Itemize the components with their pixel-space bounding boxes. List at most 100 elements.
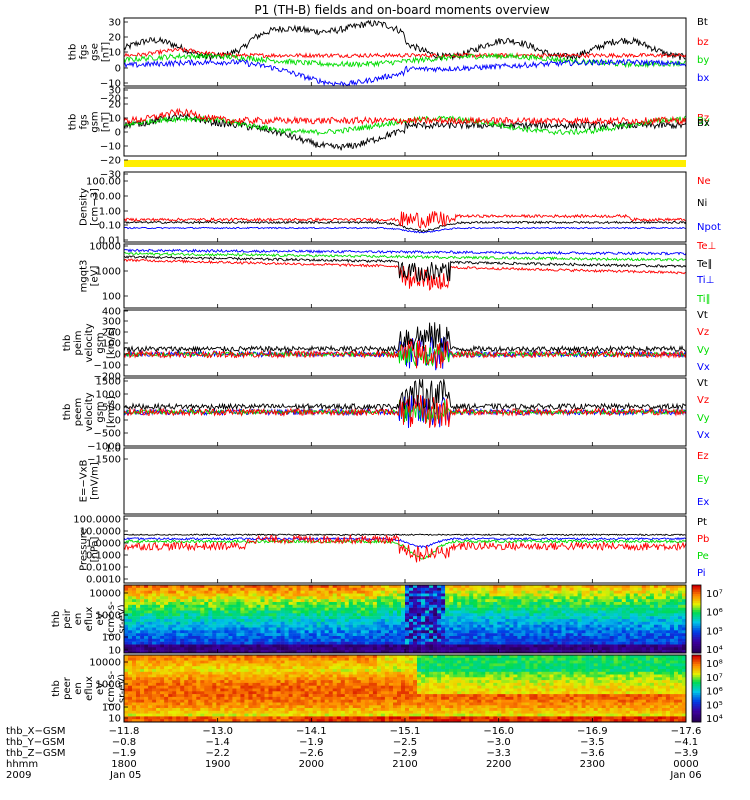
heatmap-cell	[136, 650, 141, 654]
heatmap-cell	[549, 587, 554, 591]
heatmap-cell	[156, 587, 161, 591]
heatmap-cell	[493, 602, 498, 606]
heatmap-cell	[236, 682, 241, 686]
heatmap-cell	[264, 702, 269, 706]
heatmap-cell	[469, 650, 474, 654]
heatmap-cell	[124, 713, 129, 717]
heatmap-cell	[405, 641, 410, 645]
heatmap-cell	[497, 641, 502, 645]
heatmap-cell	[328, 677, 333, 681]
heatmap-cell	[384, 650, 390, 654]
heatmap-cell	[192, 641, 197, 645]
heatmap-cell	[320, 702, 325, 706]
heatmap-cell	[597, 590, 602, 594]
heatmap-cell	[352, 599, 358, 603]
heatmap-cell	[292, 630, 297, 634]
heatmap-cell	[168, 638, 173, 642]
heatmap-cell	[553, 641, 558, 645]
panel-density: Density[cm−3]100.0010.001.000.100.01NeNi…	[79, 171, 721, 247]
heatmap-cell	[405, 599, 410, 603]
heatmap-cell	[268, 641, 273, 645]
heatmap-cell	[188, 619, 193, 623]
heatmap-cell	[180, 633, 185, 637]
legend-entry: By	[697, 116, 710, 127]
heatmap-cell	[449, 636, 454, 640]
heatmap-cell	[288, 666, 293, 670]
heatmap-cell	[565, 633, 570, 637]
heatmap-cell	[148, 616, 153, 620]
heatmap-cell	[180, 607, 185, 611]
heatmap-cell	[489, 616, 494, 620]
heatmap-cell	[208, 599, 213, 603]
heatmap-cell	[649, 604, 655, 608]
heatmap-cell	[308, 613, 313, 617]
heatmap-cell	[132, 602, 137, 606]
heatmap-cell	[216, 621, 221, 625]
heatmap-cell	[316, 644, 321, 648]
heatmap-cell	[276, 708, 281, 712]
heatmap-cell	[300, 691, 305, 695]
heatmap-cell	[208, 696, 213, 700]
heatmap-cell	[352, 630, 358, 634]
heatmap-cell	[332, 590, 337, 594]
heatmap-cell	[573, 624, 578, 628]
heatmap-cell	[577, 641, 582, 645]
heatmap-cell	[204, 621, 209, 625]
heatmap-cell	[180, 699, 185, 703]
heatmap-cell	[160, 716, 165, 720]
heatmap-cell	[268, 585, 273, 589]
heatmap-cell	[565, 638, 570, 642]
heatmap-cell	[280, 671, 285, 675]
heatmap-cell	[228, 655, 233, 659]
heatmap-cell	[376, 613, 382, 617]
heatmap-cell	[364, 596, 370, 600]
heatmap-cell	[216, 616, 221, 620]
heatmap-cell	[328, 674, 333, 678]
heatmap-cell	[537, 624, 542, 628]
heatmap-cell	[248, 680, 253, 684]
heatmap-cell	[328, 685, 333, 689]
heatmap-cell	[625, 636, 631, 640]
heatmap-cell	[180, 647, 185, 651]
heatmap-cell	[413, 641, 418, 645]
heatmap-cell	[212, 610, 217, 614]
heatmap-cell	[288, 647, 293, 651]
heatmap-cell	[569, 613, 574, 617]
heatmap-cell	[409, 590, 414, 594]
heatmap-cell	[409, 636, 414, 640]
heatmap-cell	[220, 616, 225, 620]
heatmap-cell	[465, 593, 470, 597]
heatmap-cell	[252, 613, 257, 617]
heatmap-cell	[336, 694, 342, 698]
heatmap-cell	[196, 696, 201, 700]
heatmap-cell	[545, 616, 550, 620]
heatmap-cell	[509, 607, 514, 611]
heatmap-cell	[340, 663, 346, 667]
heatmap-cell	[360, 636, 366, 640]
ylabel-line: [nT]	[101, 112, 112, 132]
heatmap-cell	[184, 638, 189, 642]
heatmap-cell	[132, 647, 137, 651]
heatmap-cell	[312, 610, 317, 614]
heatmap-cell	[220, 602, 225, 606]
heatmap-cell	[332, 708, 337, 712]
heatmap-cell	[441, 585, 446, 589]
heatmap-cell	[228, 708, 233, 712]
heatmap-cell	[384, 641, 390, 645]
heatmap-cell	[256, 644, 261, 648]
heatmap-cell	[244, 590, 249, 594]
heatmap-cell	[328, 660, 333, 664]
heatmap-cell	[376, 585, 382, 589]
heatmap-cell	[525, 610, 530, 614]
heatmap-cell	[192, 694, 197, 698]
heatmap-cell	[296, 610, 301, 614]
heatmap-cell	[224, 624, 229, 628]
heatmap-cell	[665, 585, 671, 589]
heatmap-cell	[368, 650, 374, 654]
heatmap-cell	[617, 627, 623, 631]
heatmap-cell	[465, 613, 470, 617]
heatmap-cell	[168, 696, 173, 700]
heatmap-cell	[324, 619, 329, 623]
heatmap-cell	[505, 587, 510, 591]
heatmap-cell	[164, 669, 169, 673]
